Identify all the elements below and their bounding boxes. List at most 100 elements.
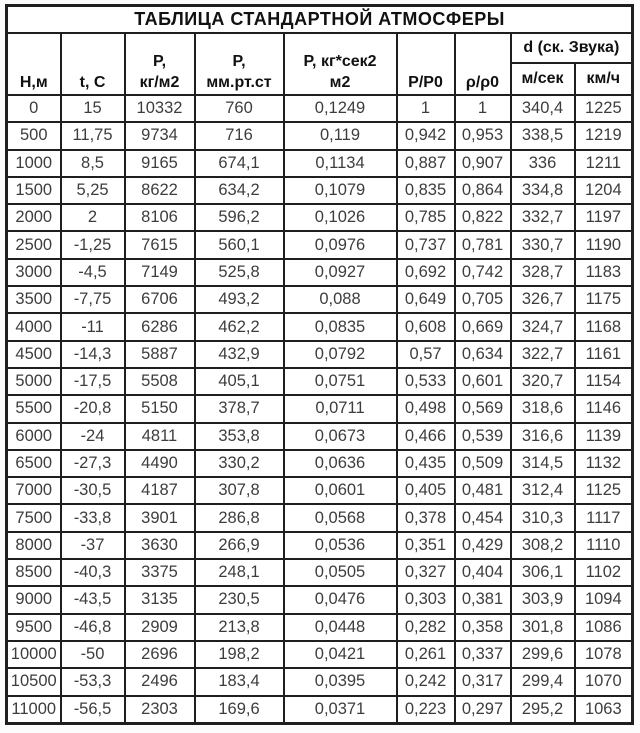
table-cell: 198,2 bbox=[193, 639, 285, 670]
table-cell: 10500 bbox=[5, 667, 62, 697]
table-row: 6500 -27,3 4490 330,2 0,0636 0,435 0,509 314,5 1… bbox=[5, 448, 634, 479]
table-row: 1000 8,5 9165 674,1 0,1134 0,887 0,907 336 1211 bbox=[5, 148, 634, 178]
column-header-pressure-kg: P, кг/м2 bbox=[123, 32, 196, 96]
table-cell: 0,835 bbox=[395, 175, 456, 206]
table-cell: 1078 bbox=[573, 639, 634, 670]
table-cell: 299,4 bbox=[509, 667, 576, 697]
table-cell: 15 bbox=[59, 93, 126, 124]
table-cell: 0,0835 bbox=[282, 312, 398, 342]
table-cell: 0,0568 bbox=[282, 503, 398, 533]
column-header-temperature: t, C bbox=[59, 32, 126, 96]
column-header-pressure-ratio: P/P0 bbox=[395, 32, 456, 96]
column-header-pressure-mmhg: P, мм.рт.ст bbox=[193, 32, 285, 96]
column-header-pressure-kg-line2: кг/м2 bbox=[139, 74, 180, 92]
table-cell: 353,8 bbox=[193, 421, 285, 451]
table-row: 0 15 10332 760 0,1249 1 1 340,4 1225 bbox=[5, 93, 634, 124]
table-cell: 0,705 bbox=[453, 285, 512, 315]
table-row: 10000 -50 2696 198,2 0,0421 0,261 0,337 299,6 10… bbox=[5, 639, 634, 670]
table-cell: -50 bbox=[59, 639, 126, 670]
table-cell: 230,5 bbox=[193, 585, 285, 615]
table-cell: 0,261 bbox=[395, 639, 456, 670]
table-cell: 330,2 bbox=[193, 448, 285, 479]
table-cell: 8,5 bbox=[59, 148, 126, 178]
table-cell: 4811 bbox=[123, 421, 196, 451]
table-cell: 0,1079 bbox=[282, 175, 398, 206]
table-cell: 320,7 bbox=[509, 366, 576, 397]
table-cell: 0,942 bbox=[395, 121, 456, 151]
table-cell: -24 bbox=[59, 421, 126, 451]
table-cell: 5000 bbox=[5, 366, 62, 397]
table-cell: 11,75 bbox=[59, 121, 126, 151]
table-cell: 6500 bbox=[5, 448, 62, 479]
table-cell: 0,351 bbox=[395, 530, 456, 561]
table-cell: 1204 bbox=[573, 175, 634, 206]
table-cell: 0,0927 bbox=[282, 257, 398, 288]
table-cell: 0,378 bbox=[395, 503, 456, 533]
table-cell: 493,2 bbox=[193, 285, 285, 315]
table-cell: 3901 bbox=[123, 503, 196, 533]
table-cell: 1175 bbox=[573, 285, 634, 315]
table-row: 3000 -4,5 7149 525,8 0,0927 0,692 0,742 328,7 11… bbox=[5, 257, 634, 288]
table-cell: 0,1249 bbox=[282, 93, 398, 124]
column-header-sound-kmh: км/ч bbox=[573, 62, 634, 96]
table-cell: 3630 bbox=[123, 530, 196, 561]
table-cell: 8622 bbox=[123, 175, 196, 206]
table-cell: 0,692 bbox=[395, 257, 456, 288]
table-cell: 336 bbox=[509, 148, 576, 178]
table-cell: -27,3 bbox=[59, 448, 126, 479]
table-row: 7000 -30,5 4187 307,8 0,0601 0,405 0,481 312,4 1… bbox=[5, 476, 634, 506]
table-cell: 6286 bbox=[123, 312, 196, 342]
table-cell: 0,569 bbox=[453, 394, 512, 424]
table-row: 500 11,75 9734 716 0,119 0,942 0,953 338,5 1219 bbox=[5, 121, 634, 151]
table-cell: 266,9 bbox=[193, 530, 285, 561]
table-cell: 0,634 bbox=[453, 339, 512, 369]
table-cell: 3135 bbox=[123, 585, 196, 615]
table-cell: 2500 bbox=[5, 230, 62, 260]
table-cell: 0,358 bbox=[453, 612, 512, 642]
table-row: 9500 -46,8 2909 213,8 0,0448 0,282 0,358 301,8 1… bbox=[5, 612, 634, 642]
table-cell: 0,601 bbox=[453, 366, 512, 397]
table-cell: 1070 bbox=[573, 667, 634, 697]
table-row: 5000 -17,5 5508 405,1 0,0751 0,533 0,601 320,7 1… bbox=[5, 366, 634, 397]
table-cell: 310,3 bbox=[509, 503, 576, 533]
table-cell: 1211 bbox=[573, 148, 634, 178]
table-cell: 0,533 bbox=[395, 366, 456, 397]
table-cell: -56,5 bbox=[59, 694, 126, 725]
table-cell: 596,2 bbox=[193, 203, 285, 233]
header-row-sub: м/сек км/ч bbox=[7, 62, 634, 96]
table-cell: 2 bbox=[59, 203, 126, 233]
table-cell: 0,669 bbox=[453, 312, 512, 342]
table-cell: 1183 bbox=[573, 257, 634, 288]
table-cell: 4187 bbox=[123, 476, 196, 506]
table-cell: 314,5 bbox=[509, 448, 576, 479]
table-cell: 4490 bbox=[123, 448, 196, 479]
table-cell: 0,1026 bbox=[282, 203, 398, 233]
table-cell: 307,8 bbox=[193, 476, 285, 506]
table-cell: 0,223 bbox=[395, 694, 456, 725]
column-header-pressure-kgsec: P, кг*сек2 м2 bbox=[282, 32, 398, 96]
table-cell: 1 bbox=[453, 93, 512, 124]
table-cell: 213,8 bbox=[193, 612, 285, 642]
table-cell: 0,481 bbox=[453, 476, 512, 506]
table-cell: 10332 bbox=[123, 93, 196, 124]
table-cell: -20,8 bbox=[59, 394, 126, 424]
table-cell: 1190 bbox=[573, 230, 634, 260]
table-cell: 334,8 bbox=[509, 175, 576, 206]
table-cell: 0,0421 bbox=[282, 639, 398, 670]
table-cell: 0,381 bbox=[453, 585, 512, 615]
table-cell: 2303 bbox=[123, 694, 196, 725]
table-cell: 306,1 bbox=[509, 558, 576, 588]
table-cell: 0,0505 bbox=[282, 558, 398, 588]
table-cell: 0,337 bbox=[453, 639, 512, 670]
table-cell: 308,2 bbox=[509, 530, 576, 561]
table-cell: 1161 bbox=[573, 339, 634, 369]
table-cell: 3000 bbox=[5, 257, 62, 288]
table-cell: 0,1134 bbox=[282, 148, 398, 178]
table-row: 6000 -24 4811 353,8 0,0673 0,466 0,539 316,6 113… bbox=[5, 421, 634, 451]
table-cell: 7000 bbox=[5, 476, 62, 506]
table-cell: 0,0448 bbox=[282, 612, 398, 642]
table-cell: 0,57 bbox=[395, 339, 456, 369]
table-cell: 0,297 bbox=[453, 694, 512, 725]
table-cell: 328,7 bbox=[509, 257, 576, 288]
column-header-height: Н,м bbox=[5, 32, 62, 96]
